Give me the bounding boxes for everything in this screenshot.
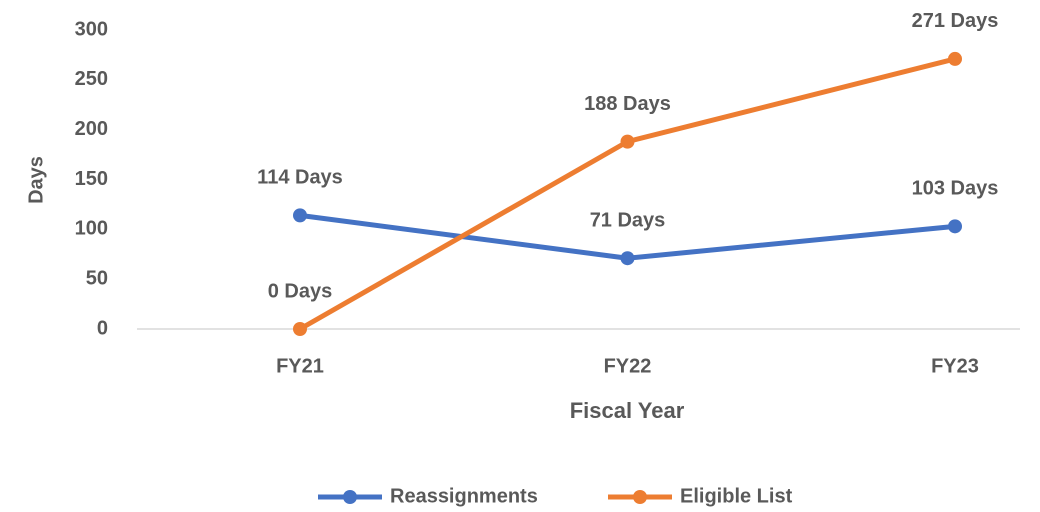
y-tick-label: 0 bbox=[97, 317, 108, 339]
legend-marker bbox=[343, 490, 357, 504]
point bbox=[948, 51, 962, 66]
y-tick-label: 250 bbox=[75, 68, 108, 90]
point bbox=[293, 208, 307, 223]
x-tick-label: FY23 bbox=[931, 355, 979, 377]
data-label: 103 Days bbox=[912, 178, 999, 200]
x-tick-label: FY22 bbox=[604, 355, 652, 377]
x-tick-label: FY21 bbox=[276, 355, 324, 377]
y-tick-label: 150 bbox=[75, 168, 108, 190]
legend-marker bbox=[633, 490, 647, 504]
y-axis-title: Days bbox=[25, 156, 47, 204]
y-tick-label: 300 bbox=[75, 18, 108, 40]
data-label: 71 Days bbox=[590, 210, 666, 232]
data-label: 188 Days bbox=[584, 93, 671, 115]
data-label: 114 Days bbox=[257, 167, 343, 189]
legend-label: Reassignments bbox=[390, 485, 538, 507]
point bbox=[948, 219, 962, 234]
y-tick-label: 200 bbox=[75, 118, 108, 140]
data-label: 271 Days bbox=[912, 10, 999, 32]
y-tick-label: 100 bbox=[75, 218, 108, 240]
point bbox=[620, 251, 635, 266]
point bbox=[293, 322, 307, 336]
point bbox=[620, 134, 635, 149]
x-axis-title: Fiscal Year bbox=[570, 398, 685, 423]
legend-label: Eligible List bbox=[680, 485, 793, 507]
data-label: 0 Days bbox=[268, 280, 333, 302]
y-tick-label: 50 bbox=[86, 267, 108, 289]
